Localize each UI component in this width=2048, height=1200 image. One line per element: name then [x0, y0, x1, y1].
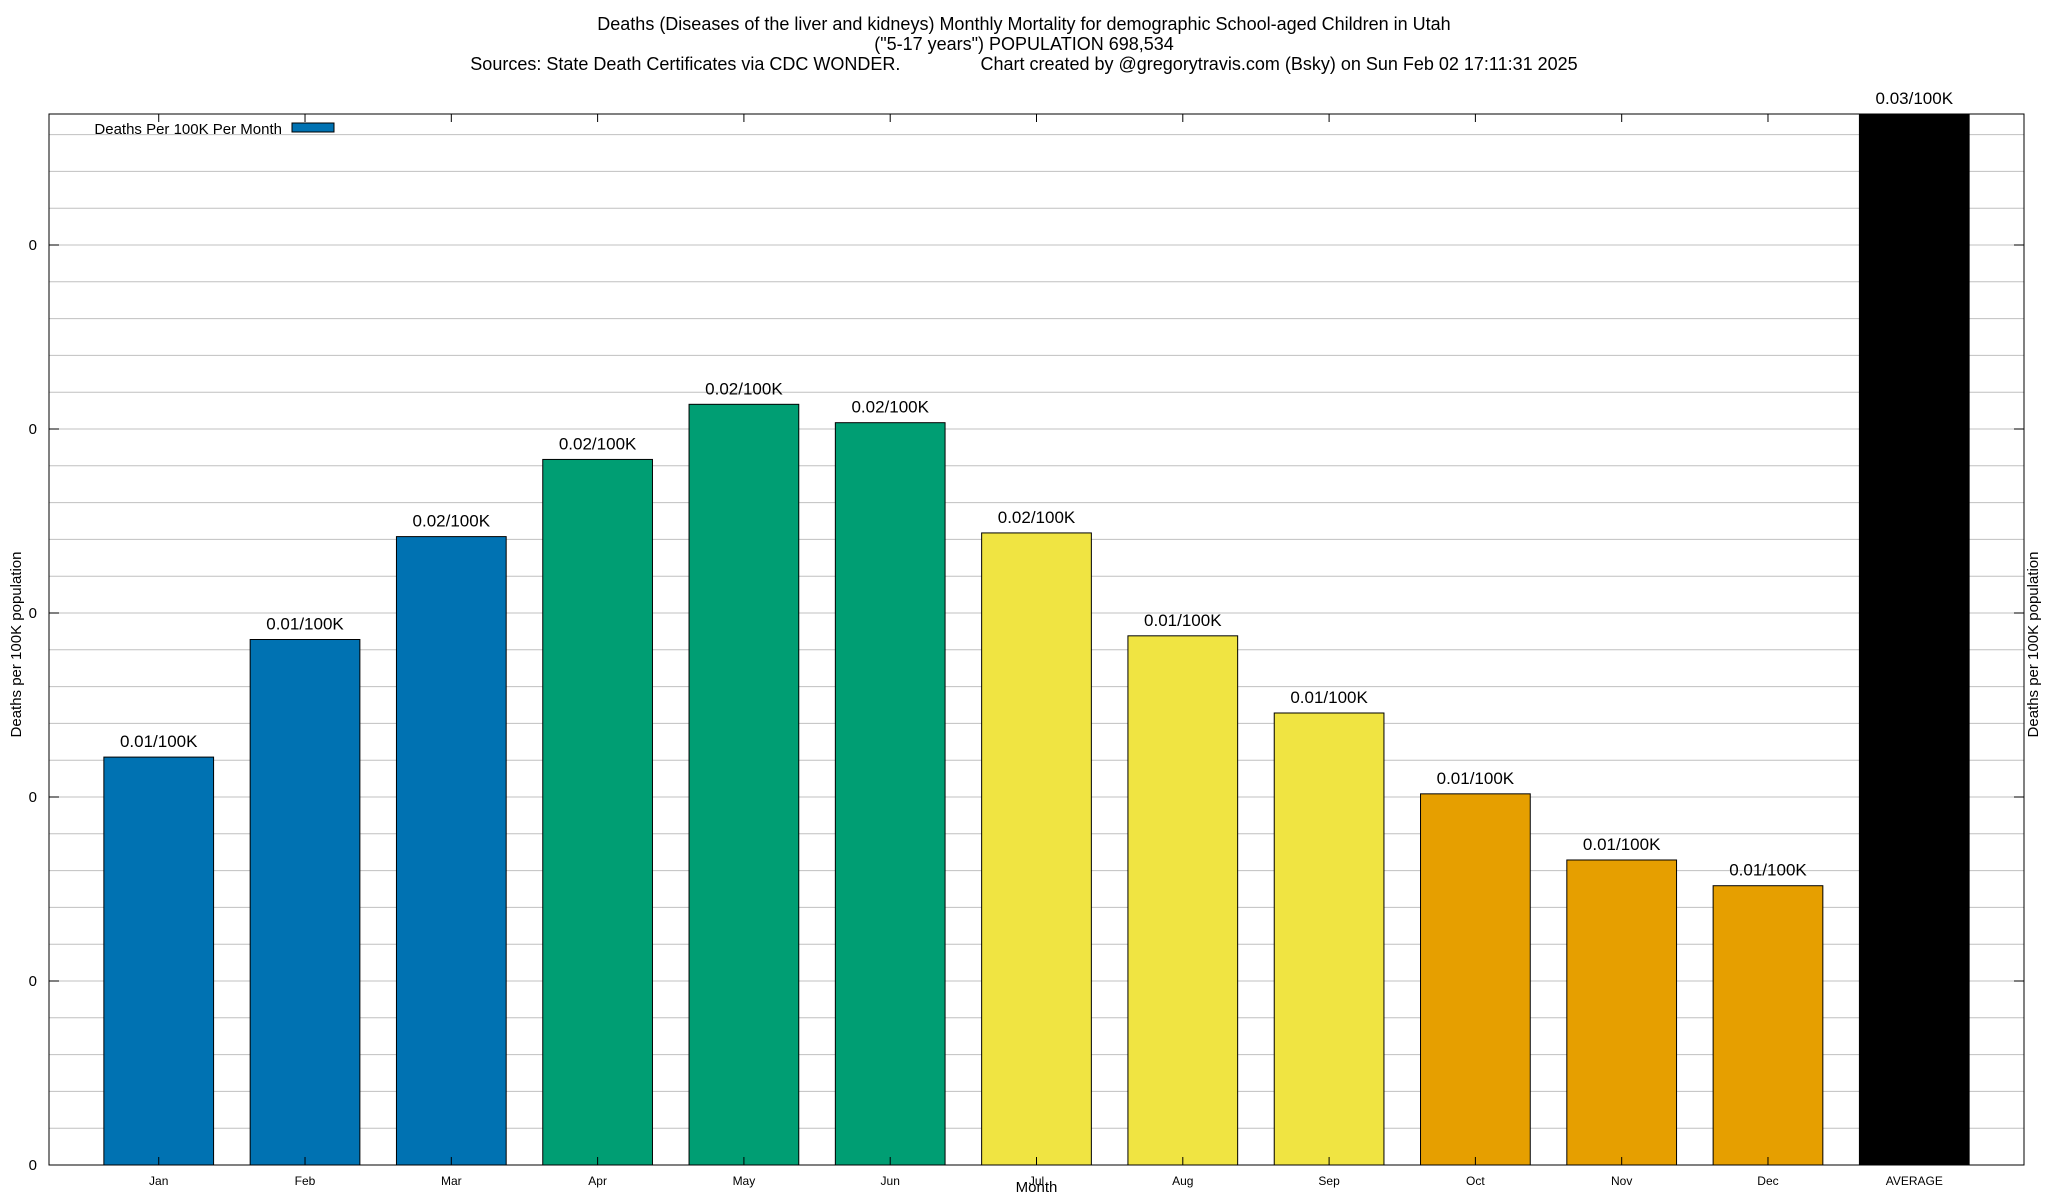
- y-tick-label: 0: [29, 605, 37, 622]
- bar-feb: [249, 639, 361, 1166]
- bar-aug: [1127, 635, 1239, 1166]
- bars-layer: 0.01/100K Jan 0.01/100K Feb 0.02/100K Mar 0.02…: [103, 89, 1970, 1188]
- bar-value-label: 0.03/100K: [1876, 89, 1954, 108]
- bar-apr: [542, 458, 653, 1166]
- bar-oct: [1420, 793, 1531, 1166]
- bar-value-label: 0.02/100K: [998, 508, 1076, 527]
- x-tick-label: Dec: [1757, 1174, 1778, 1188]
- legend: Deaths Per 100K Per Month: [94, 121, 335, 138]
- x-tick-label: Jan: [149, 1174, 168, 1188]
- x-axis-title: Month: [1016, 1179, 1058, 1196]
- chart-sources-credit: Sources: State Death Certificates via CD…: [470, 54, 1578, 74]
- bar-dec: [1712, 885, 1824, 1166]
- legend-swatch: [291, 122, 335, 133]
- bar-average: [1858, 113, 1970, 1166]
- bar-value-label: 0.01/100K: [1437, 769, 1515, 788]
- x-tick-label: Feb: [295, 1174, 316, 1188]
- y-tick-label: 0: [29, 973, 37, 990]
- bar-value-label: 0.02/100K: [413, 512, 491, 531]
- chart-subtitle-population: ("5-17 years") POPULATION 698,534: [874, 34, 1174, 54]
- x-tick-label: Aug: [1172, 1174, 1193, 1188]
- bar-mar: [395, 536, 507, 1166]
- bar-nov: [1566, 859, 1678, 1166]
- x-tick-label: Nov: [1611, 1174, 1632, 1188]
- y-tick-label: 0: [29, 237, 37, 254]
- ticks-layer: 0 0 0 0 0 0: [29, 114, 2024, 1174]
- y-axis-title-left: Deaths per 100K population: [8, 552, 25, 738]
- bar-sep: [1273, 712, 1385, 1166]
- legend-label: Deaths Per 100K Per Month: [94, 121, 282, 138]
- y-tick-label: 0: [29, 421, 37, 438]
- bar-value-label: 0.01/100K: [1290, 688, 1368, 707]
- bar-value-label: 0.02/100K: [559, 434, 637, 453]
- y-axis-title-right: Deaths per 100K population: [2025, 552, 2042, 738]
- x-tick-label: Jul: [1029, 1174, 1044, 1188]
- bar-value-label: 0.01/100K: [266, 615, 344, 634]
- bar-value-label: 0.01/100K: [120, 732, 198, 751]
- chart-title: Deaths (Diseases of the liver and kidney…: [597, 14, 1451, 34]
- bar-value-label: 0.01/100K: [1583, 835, 1661, 854]
- bar-value-label: 0.02/100K: [705, 379, 783, 398]
- bar-may: [688, 403, 800, 1166]
- x-tick-label: Jun: [881, 1174, 900, 1188]
- x-tick-label: May: [733, 1174, 756, 1188]
- bar-value-label: 0.02/100K: [851, 398, 929, 417]
- x-tick-label: Oct: [1466, 1174, 1485, 1188]
- bar-jan: [103, 756, 215, 1166]
- x-tick-label: Sep: [1318, 1174, 1340, 1188]
- x-tick-label: Apr: [588, 1174, 607, 1188]
- y-tick-label: 0: [29, 1157, 37, 1174]
- x-tick-label: Mar: [441, 1174, 462, 1188]
- bar-value-label: 0.01/100K: [1144, 611, 1222, 630]
- bar-value-label: 0.01/100K: [1729, 861, 1807, 880]
- x-tick-label: AVERAGE: [1886, 1174, 1943, 1188]
- y-tick-label: 0: [29, 789, 37, 806]
- bar-jul: [981, 532, 1092, 1166]
- bar-jun: [834, 422, 946, 1166]
- plot-frame: [48, 113, 2025, 1166]
